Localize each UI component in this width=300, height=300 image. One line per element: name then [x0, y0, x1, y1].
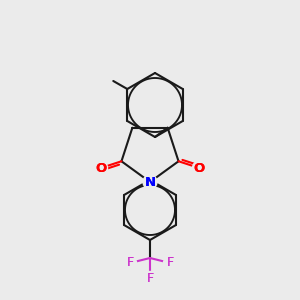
Text: F: F: [146, 272, 154, 284]
Text: N: N: [144, 176, 156, 188]
Text: F: F: [167, 256, 174, 269]
Text: F: F: [126, 256, 134, 269]
Circle shape: [94, 161, 107, 175]
Text: N: N: [144, 176, 156, 188]
Circle shape: [193, 161, 206, 175]
Text: O: O: [194, 162, 205, 175]
Text: F: F: [126, 256, 134, 269]
Text: F: F: [146, 272, 154, 284]
Text: O: O: [95, 162, 106, 175]
Text: O: O: [95, 162, 106, 175]
Circle shape: [164, 256, 176, 269]
Circle shape: [143, 272, 157, 284]
Text: F: F: [167, 256, 174, 269]
Circle shape: [143, 175, 157, 189]
Text: O: O: [194, 162, 205, 175]
Circle shape: [124, 256, 136, 269]
